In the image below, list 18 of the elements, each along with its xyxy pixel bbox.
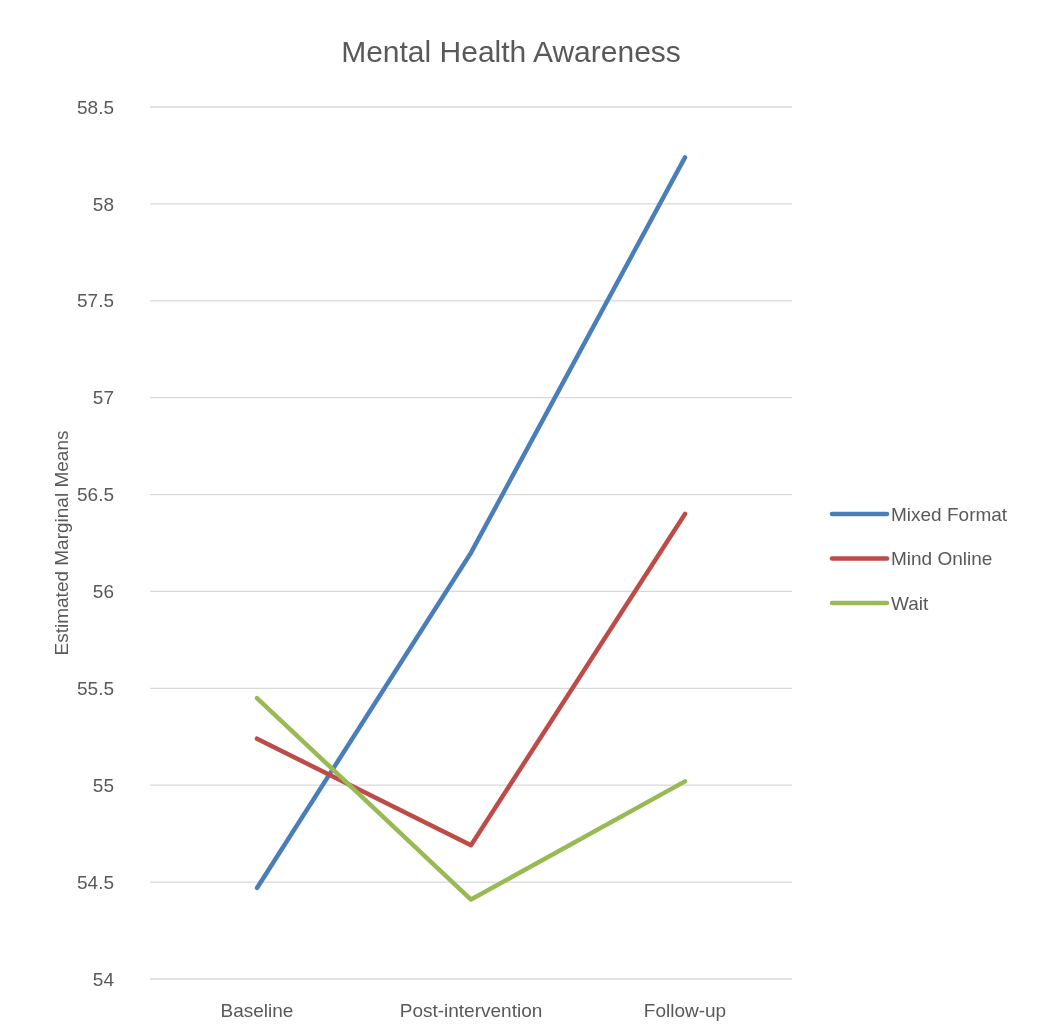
y-tick-label: 55.5 <box>77 677 114 699</box>
y-tick-label: 58.5 <box>77 96 114 118</box>
chart-title: Mental Health Awareness <box>341 35 681 68</box>
legend-label: Mind Online <box>891 548 993 570</box>
legend-label: Wait <box>891 592 930 614</box>
y-tick-label: 54.5 <box>77 871 114 893</box>
y-axis-title: Estimated Marginal Means <box>51 430 72 656</box>
y-tick-label: 58 <box>92 193 114 215</box>
x-tick-label: Follow-up <box>643 1000 727 1021</box>
y-tick-label: 57 <box>92 387 114 409</box>
x-tick-label: Post-intervention <box>399 1000 543 1021</box>
legend-label: Mixed Format <box>891 503 1008 525</box>
y-tick-label: 56.5 <box>77 484 114 506</box>
y-tick-label: 56 <box>92 581 114 603</box>
y-tick-label: 54 <box>92 968 115 990</box>
x-tick-label: Baseline <box>220 1000 294 1021</box>
y-tick-label: 55 <box>92 774 114 796</box>
y-tick-label: 57.5 <box>77 290 114 312</box>
